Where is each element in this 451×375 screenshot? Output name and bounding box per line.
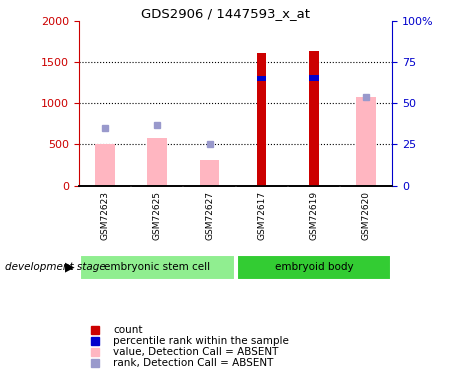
- Text: GSM72617: GSM72617: [257, 191, 266, 240]
- Bar: [257, 76, 267, 81]
- Text: GSM72627: GSM72627: [205, 191, 214, 240]
- Bar: [356, 98, 376, 186]
- Bar: [200, 160, 220, 186]
- Text: GSM72620: GSM72620: [362, 191, 371, 240]
- Bar: [80, 255, 235, 280]
- Bar: [95, 144, 115, 186]
- Text: count: count: [113, 325, 143, 335]
- Bar: [237, 255, 391, 280]
- Text: embryoid body: embryoid body: [275, 262, 353, 272]
- Bar: [257, 53, 267, 186]
- Text: embryonic stem cell: embryonic stem cell: [104, 262, 210, 272]
- Bar: [309, 51, 319, 186]
- Text: ▶: ▶: [65, 261, 74, 274]
- Text: GSM72625: GSM72625: [153, 191, 162, 240]
- Text: development stage: development stage: [5, 262, 105, 272]
- Text: value, Detection Call = ABSENT: value, Detection Call = ABSENT: [113, 347, 279, 357]
- Text: percentile rank within the sample: percentile rank within the sample: [113, 336, 289, 346]
- Text: GSM72619: GSM72619: [309, 191, 318, 240]
- Text: GSM72623: GSM72623: [101, 191, 110, 240]
- Text: rank, Detection Call = ABSENT: rank, Detection Call = ABSENT: [113, 358, 274, 368]
- Bar: [309, 75, 319, 81]
- Text: GDS2906 / 1447593_x_at: GDS2906 / 1447593_x_at: [141, 8, 310, 21]
- Bar: [147, 138, 167, 186]
